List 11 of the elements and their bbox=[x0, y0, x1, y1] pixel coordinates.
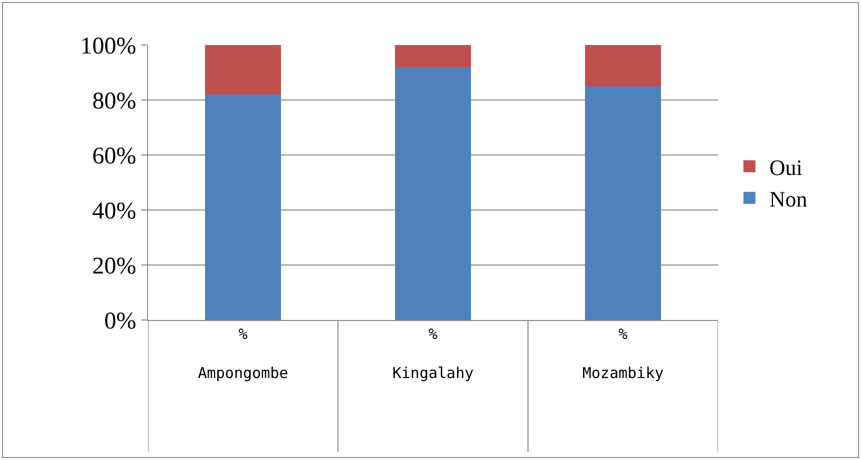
category-label: % Kingalahy bbox=[392, 325, 474, 382]
y-tick-label: 100% bbox=[80, 33, 136, 60]
y-tick-label: 60% bbox=[92, 143, 136, 170]
y-tick-label: 80% bbox=[92, 88, 136, 114]
y-tick-label: 40% bbox=[92, 198, 136, 224]
legend-label: Non bbox=[769, 186, 808, 212]
y-tick-label: 20% bbox=[92, 253, 136, 280]
category-label: % Mozambiky bbox=[582, 325, 664, 382]
category-label: % Ampongombe bbox=[198, 325, 288, 382]
y-tick-label: 0% bbox=[104, 308, 136, 334]
legend-label: Oui bbox=[769, 154, 802, 180]
